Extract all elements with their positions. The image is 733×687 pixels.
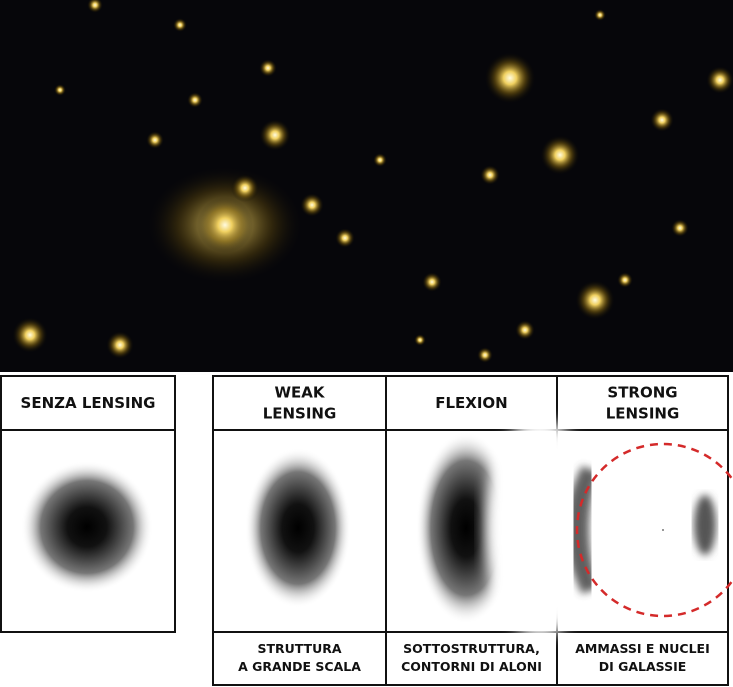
panel-title: WEAK	[274, 384, 325, 402]
weak-lensing-image	[245, 448, 351, 608]
labels: SENZA LENSING WEAK LENSING STRUTTURA A GRAND…	[21, 384, 710, 675]
panel-caption: A GRANDE SCALA	[238, 659, 361, 674]
panel-title: LENSING	[606, 405, 680, 423]
panel-title: STRONG	[607, 384, 677, 402]
panel-title: SENZA LENSING	[21, 394, 156, 412]
strong-lensing-image	[566, 442, 733, 618]
panel-caption: AMMASSI E NUCLEI	[575, 641, 710, 656]
panel-title: LENSING	[263, 405, 337, 423]
panel-caption: SOTTOSTRUTTURA,	[403, 641, 540, 656]
panel-caption: DI GALASSIE	[599, 659, 687, 674]
panel-title: FLEXION	[435, 394, 508, 412]
galaxy-image	[0, 0, 733, 372]
panel-caption: STRUTTURA	[257, 641, 341, 656]
flexion-image	[416, 418, 595, 638]
panel-caption: CONTORNI DI ALONI	[401, 659, 542, 674]
no-lensing-image	[21, 461, 153, 593]
